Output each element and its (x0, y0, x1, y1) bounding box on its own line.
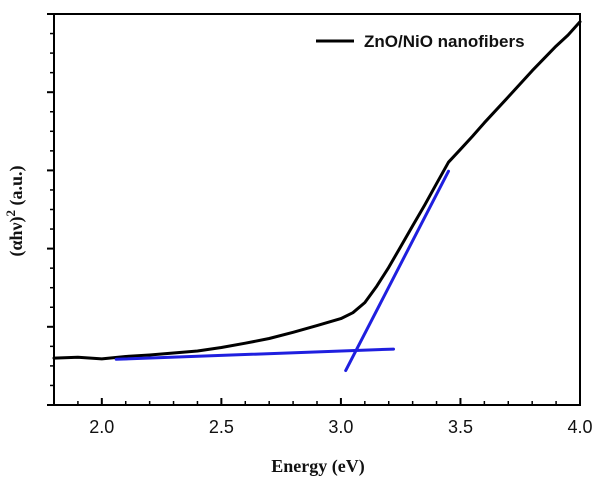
y-axis-label-main: (αhν) (6, 216, 27, 256)
plot-frame (53, 13, 581, 406)
y-axis-label-unit: (a.u.) (6, 165, 27, 210)
labels: Energy (eV) (αhν)2 (a.u.) (3, 165, 365, 477)
x-tick-label: 2.5 (209, 417, 234, 437)
x-tick-label: 3.5 (448, 417, 473, 437)
fit-line-1 (344, 169, 450, 373)
legend-label: ZnO/NiO nanofibers (364, 32, 525, 51)
axes: 2.0 2.5 3.0 3.5 4.0 (47, 13, 593, 437)
x-tick-label: 3.0 (328, 417, 353, 437)
y-axis-label: (αhν)2 (a.u.) (3, 165, 28, 256)
fit-line-0 (114, 347, 396, 361)
legend: ZnO/NiO nanofibers (316, 32, 525, 51)
y-axis-label-superscript: 2 (3, 210, 18, 217)
x-tick-label: 4.0 (567, 417, 592, 437)
x-axis-label: Energy (eV) (271, 456, 364, 477)
x-tick-label: 2.0 (89, 417, 114, 437)
plot-area (52, 20, 582, 373)
series-line-0 (52, 20, 582, 361)
